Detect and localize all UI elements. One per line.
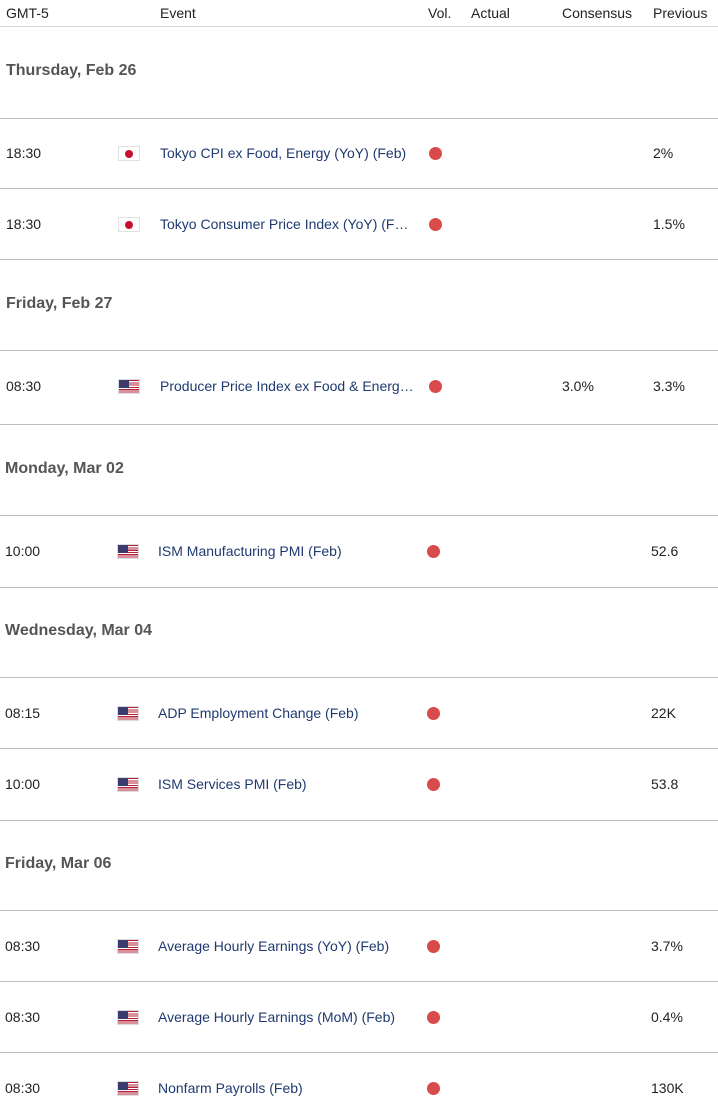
- previous-value: 53.8: [651, 776, 679, 792]
- event-name[interactable]: ADP Employment Change (Feb): [158, 705, 359, 721]
- event-name[interactable]: Average Hourly Earnings (MoM) (Feb): [158, 1009, 396, 1025]
- us-flag-icon: [117, 1081, 139, 1096]
- japan-flag-icon: [118, 217, 140, 232]
- event-time: 18:30: [6, 145, 42, 161]
- us-flag-icon: [117, 939, 139, 954]
- consensus-header: Consensus: [562, 5, 633, 21]
- table-row[interactable]: 18:30 Tokyo CPI ex Food, Energy (YoY) (F…: [0, 118, 718, 189]
- consensus-value: 3.0%: [562, 378, 594, 394]
- volatility-dot-icon: [427, 1011, 440, 1024]
- previous-value: 0.4%: [651, 1009, 683, 1025]
- table-row[interactable]: 08:30 Producer Price Index ex Food & Ene…: [0, 350, 718, 425]
- event-header: Event: [160, 5, 196, 21]
- us-flag-icon: [117, 544, 139, 559]
- previous-value: 1.5%: [653, 216, 685, 232]
- us-flag-icon: [117, 1010, 139, 1025]
- us-flag-icon: [118, 379, 140, 394]
- table-row[interactable]: 10:00 ISM Services PMI (Feb) 53.8: [0, 748, 718, 821]
- previous-value: 22K: [651, 705, 676, 721]
- event-time: 08:30: [5, 1080, 41, 1096]
- event-name[interactable]: ISM Manufacturing PMI (Feb): [158, 543, 342, 559]
- event-time: 08:15: [5, 705, 41, 721]
- event-name[interactable]: Nonfarm Payrolls (Feb): [158, 1080, 303, 1096]
- previous-value: 130K: [651, 1080, 684, 1096]
- event-name[interactable]: ISM Services PMI (Feb): [158, 776, 307, 792]
- volatility-dot-icon: [429, 218, 442, 231]
- previous-value: 3.7%: [651, 938, 683, 954]
- table-row[interactable]: 08:30 Average Hourly Earnings (YoY) (Feb…: [0, 910, 718, 982]
- table-row[interactable]: 08:30 Nonfarm Payrolls (Feb) 130K: [0, 1052, 718, 1113]
- event-time: 10:00: [5, 776, 41, 792]
- volatility-dot-icon: [427, 940, 440, 953]
- volatility-dot-icon: [427, 1082, 440, 1095]
- us-flag-icon: [117, 777, 139, 792]
- event-name[interactable]: Producer Price Index ex Food & Energ…: [160, 378, 414, 394]
- volatility-dot-icon: [427, 778, 440, 791]
- event-name[interactable]: Tokyo Consumer Price Index (YoY) (F…: [160, 216, 409, 232]
- us-flag-icon: [117, 706, 139, 721]
- actual-header: Actual: [471, 5, 510, 21]
- volatility-dot-icon: [429, 147, 442, 160]
- event-name[interactable]: Average Hourly Earnings (YoY) (Feb): [158, 938, 390, 954]
- volatility-dot-icon: [427, 545, 440, 558]
- volatility-dot-icon: [427, 707, 440, 720]
- event-time: 10:00: [5, 543, 41, 559]
- previous-value: 2%: [653, 145, 674, 161]
- timezone-header: GMT-5: [6, 5, 49, 21]
- event-name[interactable]: Tokyo CPI ex Food, Energy (YoY) (Feb): [160, 145, 407, 161]
- volatility-dot-icon: [429, 380, 442, 393]
- event-time: 08:30: [6, 378, 42, 394]
- table-header: GMT-5 Event Vol. Actual Consensus Previo…: [0, 0, 718, 27]
- event-time: 08:30: [5, 938, 41, 954]
- day-heading: Wednesday, Mar 04: [5, 622, 153, 639]
- table-row[interactable]: 08:15 ADP Employment Change (Feb) 22K: [0, 677, 718, 749]
- previous-value: 3.3%: [653, 378, 685, 394]
- table-row[interactable]: 10:00 ISM Manufacturing PMI (Feb) 52.6: [0, 515, 718, 588]
- day-heading: Monday, Mar 02: [5, 460, 124, 477]
- event-time: 08:30: [5, 1009, 41, 1025]
- volatility-header: Vol.: [428, 5, 452, 21]
- table-row[interactable]: 08:30 Average Hourly Earnings (MoM) (Feb…: [0, 981, 718, 1053]
- day-heading: Friday, Feb 27: [6, 295, 113, 312]
- previous-header: Previous: [653, 5, 708, 21]
- previous-value: 52.6: [651, 543, 679, 559]
- day-heading: Thursday, Feb 26: [6, 62, 137, 79]
- event-time: 18:30: [6, 216, 42, 232]
- day-heading: Friday, Mar 06: [5, 855, 112, 872]
- table-row[interactable]: 18:30 Tokyo Consumer Price Index (YoY) (…: [0, 188, 718, 260]
- japan-flag-icon: [118, 146, 140, 161]
